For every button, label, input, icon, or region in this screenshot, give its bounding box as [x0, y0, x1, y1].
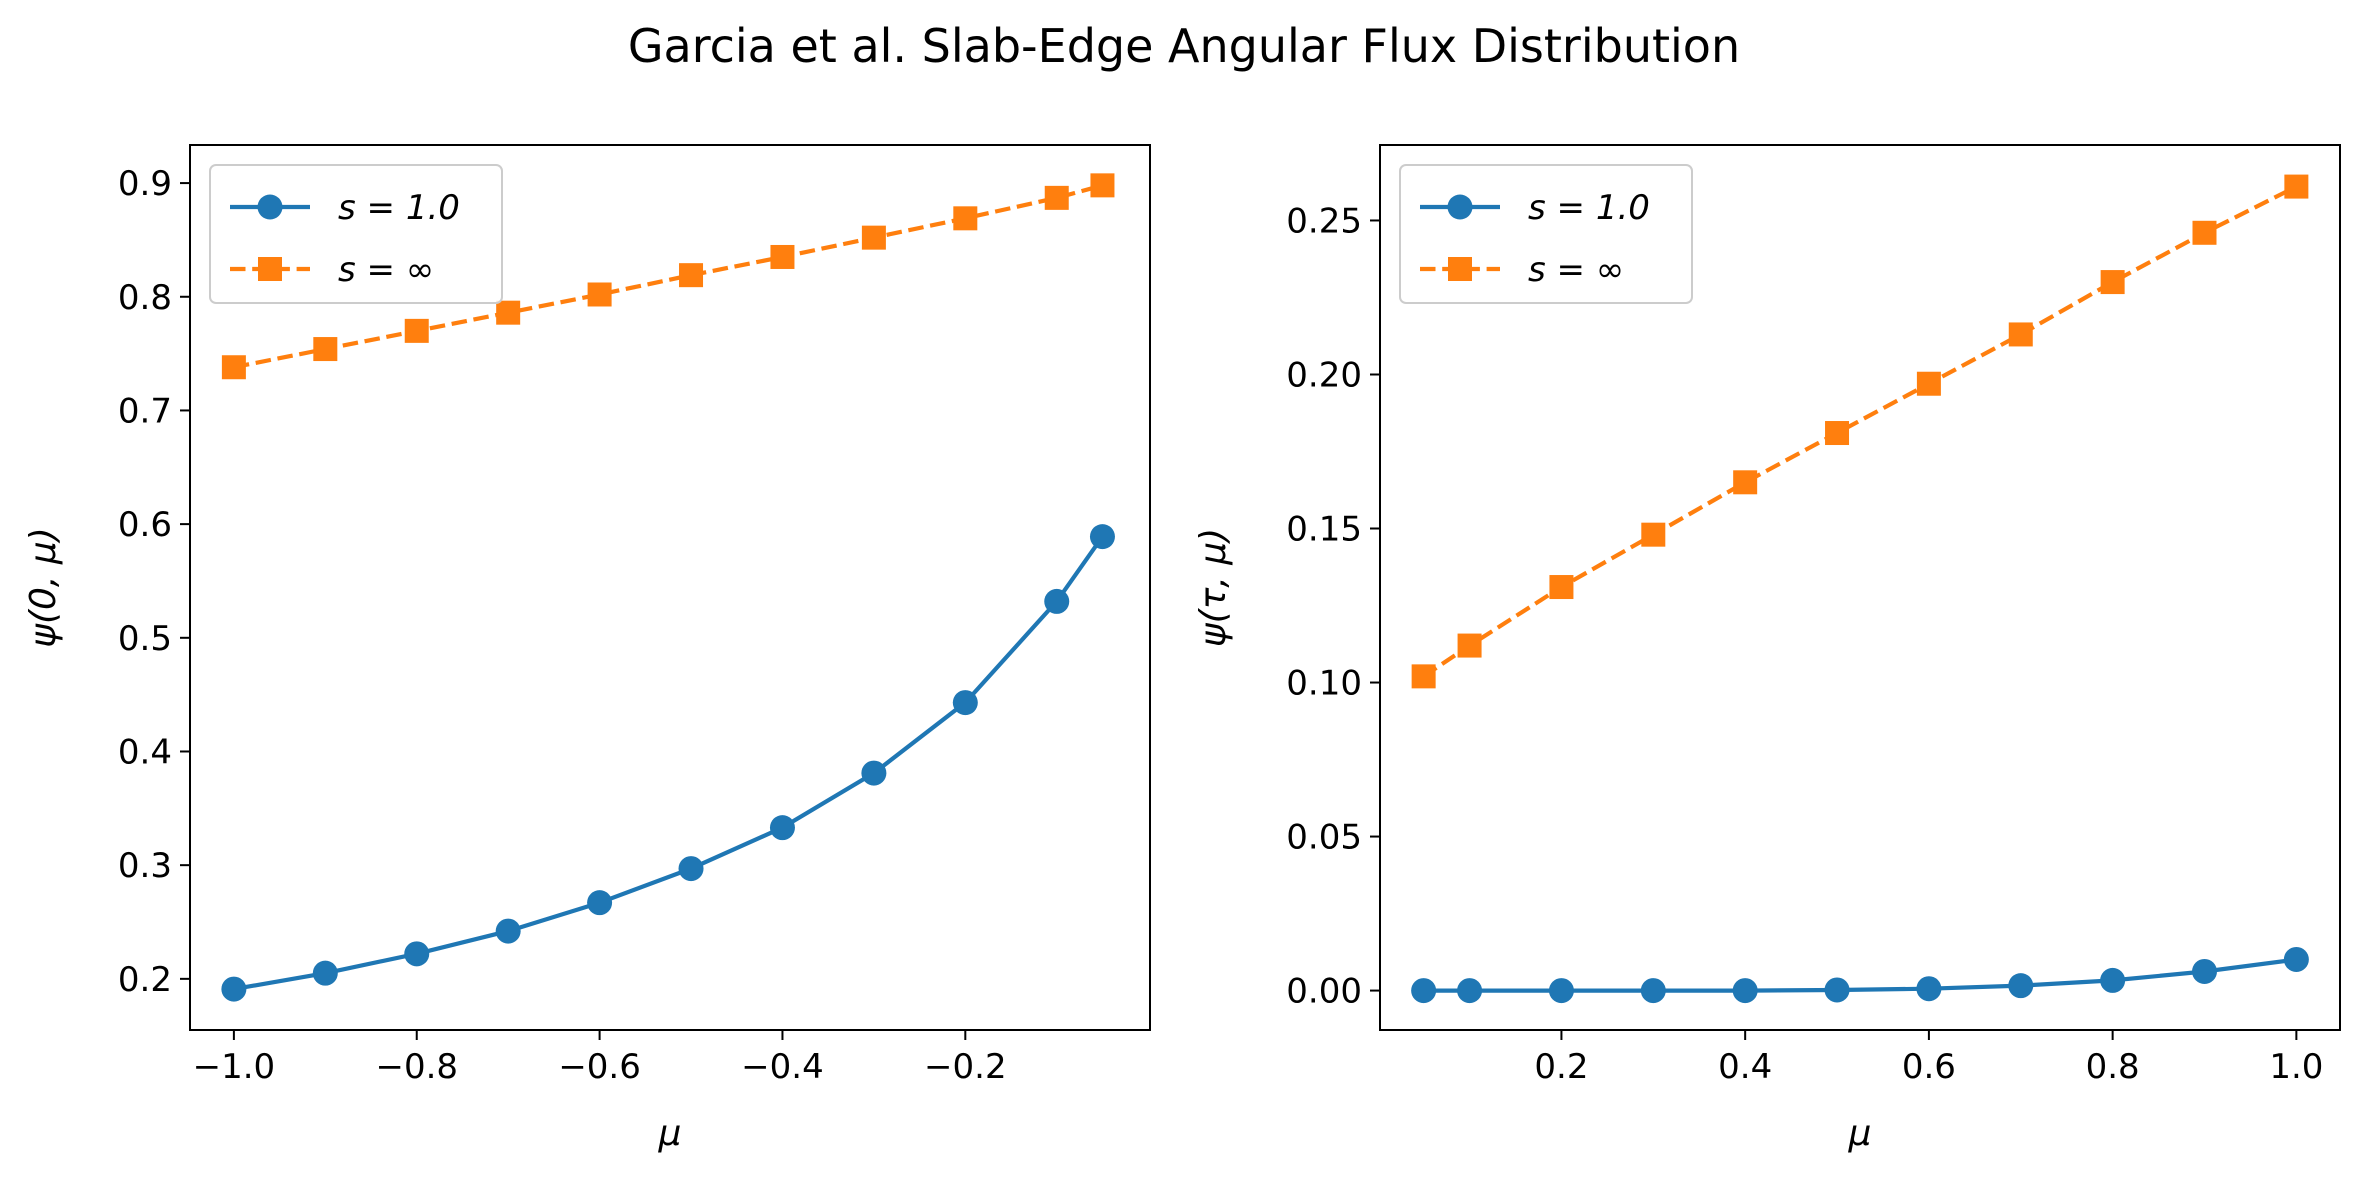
data-point: [1733, 470, 1758, 495]
legend-label: s = 1.0: [338, 188, 460, 228]
x-tick-label: −0.6: [558, 1047, 641, 1087]
legend-marker: [1448, 257, 1472, 281]
data-point: [1825, 421, 1850, 446]
data-point: [678, 856, 704, 882]
data-point: [1411, 664, 1436, 689]
y-tick-label: 0.3: [118, 846, 172, 886]
figure-title: Garcia et al. Slab-Edge Angular Flux Dis…: [628, 19, 1740, 73]
x-tick-label: 0.2: [1534, 1047, 1588, 1087]
data-point: [2191, 958, 2217, 984]
data-point: [2008, 973, 2034, 999]
data-point: [404, 318, 429, 343]
data-point: [2008, 322, 2033, 347]
data-point: [1044, 185, 1069, 210]
x-tick-label: 0.4: [1718, 1047, 1772, 1087]
data-point: [587, 890, 613, 916]
data-point: [2284, 174, 2309, 199]
data-point: [2100, 967, 2126, 993]
data-point: [313, 337, 338, 362]
subplot-1: −1.0 −0.8 −0.6 −0.4 −0.2 0.2 0.3 0.4 0.5 0.6 0.7 0.…: [23, 144, 1151, 1154]
y-tick-label: 0.7: [118, 391, 172, 431]
axes-frame: [189, 144, 1151, 1031]
y-tick-label: 0.10: [1286, 664, 1362, 704]
y-axis-label: ψ(τ, μ): [1193, 528, 1234, 647]
data-point: [1044, 588, 1070, 614]
data-point: [861, 225, 886, 250]
data-point: [952, 690, 978, 716]
data-point: [2283, 946, 2309, 972]
axes-frame: [1379, 144, 2341, 1031]
x-tick-label: −0.2: [924, 1047, 1007, 1087]
x-tick-label: −0.4: [741, 1047, 824, 1087]
y-tick-label: 0.6: [118, 505, 172, 545]
data-point: [1548, 978, 1574, 1004]
y-tick-label: 0.00: [1286, 972, 1362, 1012]
x-tick-label: 1.0: [2269, 1047, 2323, 1087]
data-point: [1457, 633, 1482, 658]
x-tick-label: −0.8: [375, 1047, 458, 1087]
data-point: [587, 282, 612, 307]
y-tick-label: 0.8: [118, 278, 172, 318]
legend-marker: [257, 194, 283, 220]
legend-label: s = 1.0: [1528, 188, 1650, 228]
data-point: [1916, 371, 1941, 396]
data-point: [221, 355, 246, 380]
data-point: [404, 941, 430, 967]
data-point: [496, 300, 521, 325]
data-point: [1916, 976, 1942, 1002]
data-point: [1411, 978, 1437, 1004]
series-group: [221, 173, 1115, 1002]
data-point: [770, 244, 795, 269]
y-axis-label: ψ(0, μ): [23, 527, 64, 648]
legend: s = 1.0 s = ∞: [1399, 164, 1693, 304]
y-tick-label: 0.20: [1286, 355, 1362, 395]
y-tick-label: 0.15: [1286, 510, 1362, 550]
legend-marker: [1447, 194, 1473, 220]
subplot-2: 0.2 0.4 0.6 0.8 1.0 0.00 0.05 0.10 0.15 0.20 0.25 μ…: [1193, 144, 2341, 1154]
data-point: [1090, 173, 1115, 198]
y-tick-label: 0.9: [118, 164, 172, 204]
legend-marker: [258, 257, 282, 281]
x-tick-label: 0.8: [2086, 1047, 2140, 1087]
legend-label: s = ∞: [1528, 250, 1624, 290]
x-tick-label: 0.6: [1902, 1047, 1956, 1087]
x-axis-label: μ: [1848, 1113, 1872, 1154]
series-group: [1411, 174, 2309, 1004]
y-tick-label: 0.4: [118, 732, 172, 772]
data-point: [861, 760, 887, 786]
y-tick-label: 0.5: [118, 619, 172, 659]
subplots: −1.0 −0.8 −0.6 −0.4 −0.2 0.2 0.3 0.4 0.5 0.6 0.7 0.…: [23, 144, 2341, 1154]
data-point: [312, 960, 338, 986]
data-point: [2192, 220, 2217, 245]
data-point: [1732, 978, 1758, 1004]
data-point: [1549, 575, 1574, 600]
x-axis-label: μ: [658, 1113, 682, 1154]
data-point: [953, 206, 978, 231]
data-point: [2100, 270, 2125, 295]
data-point: [679, 263, 704, 288]
y-tick-label: 0.2: [118, 960, 172, 1000]
data-point: [769, 815, 795, 841]
data-point: [1089, 524, 1115, 550]
data-point: [1457, 978, 1483, 1004]
y-tick-label: 0.25: [1286, 201, 1362, 241]
legend: s = 1.0 s = ∞: [209, 164, 503, 304]
data-point: [1640, 978, 1666, 1004]
data-point: [1824, 977, 1850, 1003]
data-point: [221, 976, 247, 1002]
data-point: [495, 918, 521, 944]
data-point: [1641, 522, 1666, 547]
legend-label: s = ∞: [338, 250, 434, 290]
x-tick-label: −1.0: [193, 1047, 276, 1087]
y-tick-label: 0.05: [1286, 818, 1362, 858]
